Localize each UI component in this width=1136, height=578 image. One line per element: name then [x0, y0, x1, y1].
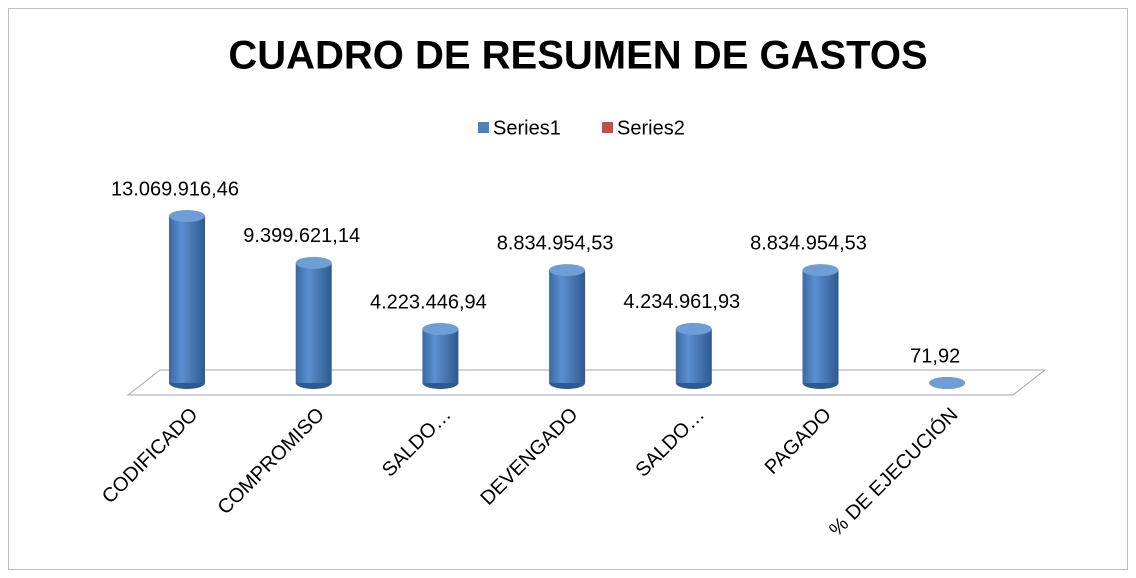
bar-top	[169, 210, 205, 222]
legend-label: Series1	[493, 117, 561, 139]
bar	[169, 216, 205, 383]
data-label: 13.069.916,46	[111, 178, 239, 200]
legend-swatch	[478, 122, 489, 133]
bar	[549, 270, 586, 383]
legend-swatch	[602, 122, 613, 133]
floor	[126, 369, 1047, 396]
bar-top	[549, 264, 586, 277]
bar-top	[675, 322, 712, 335]
data-label: 8.834.954,53	[497, 232, 614, 254]
bar	[802, 270, 839, 383]
data-label: 8.834.954,53	[750, 232, 867, 254]
data-label: 4.223.446,94	[370, 291, 487, 313]
bar-top	[295, 256, 332, 269]
bar-top	[422, 323, 459, 336]
legend-label: Series2	[617, 117, 685, 139]
bar	[675, 328, 712, 383]
bar-top	[802, 264, 839, 277]
data-label: 71,92	[910, 345, 960, 367]
data-label: 4.234.961,93	[623, 291, 740, 313]
bar	[295, 262, 332, 383]
bar-top	[929, 376, 966, 389]
data-label: 9.399.621,14	[243, 225, 360, 247]
chart-title: CUADRO DE RESUMEN DE GASTOS	[228, 34, 927, 78]
bar	[422, 329, 459, 383]
